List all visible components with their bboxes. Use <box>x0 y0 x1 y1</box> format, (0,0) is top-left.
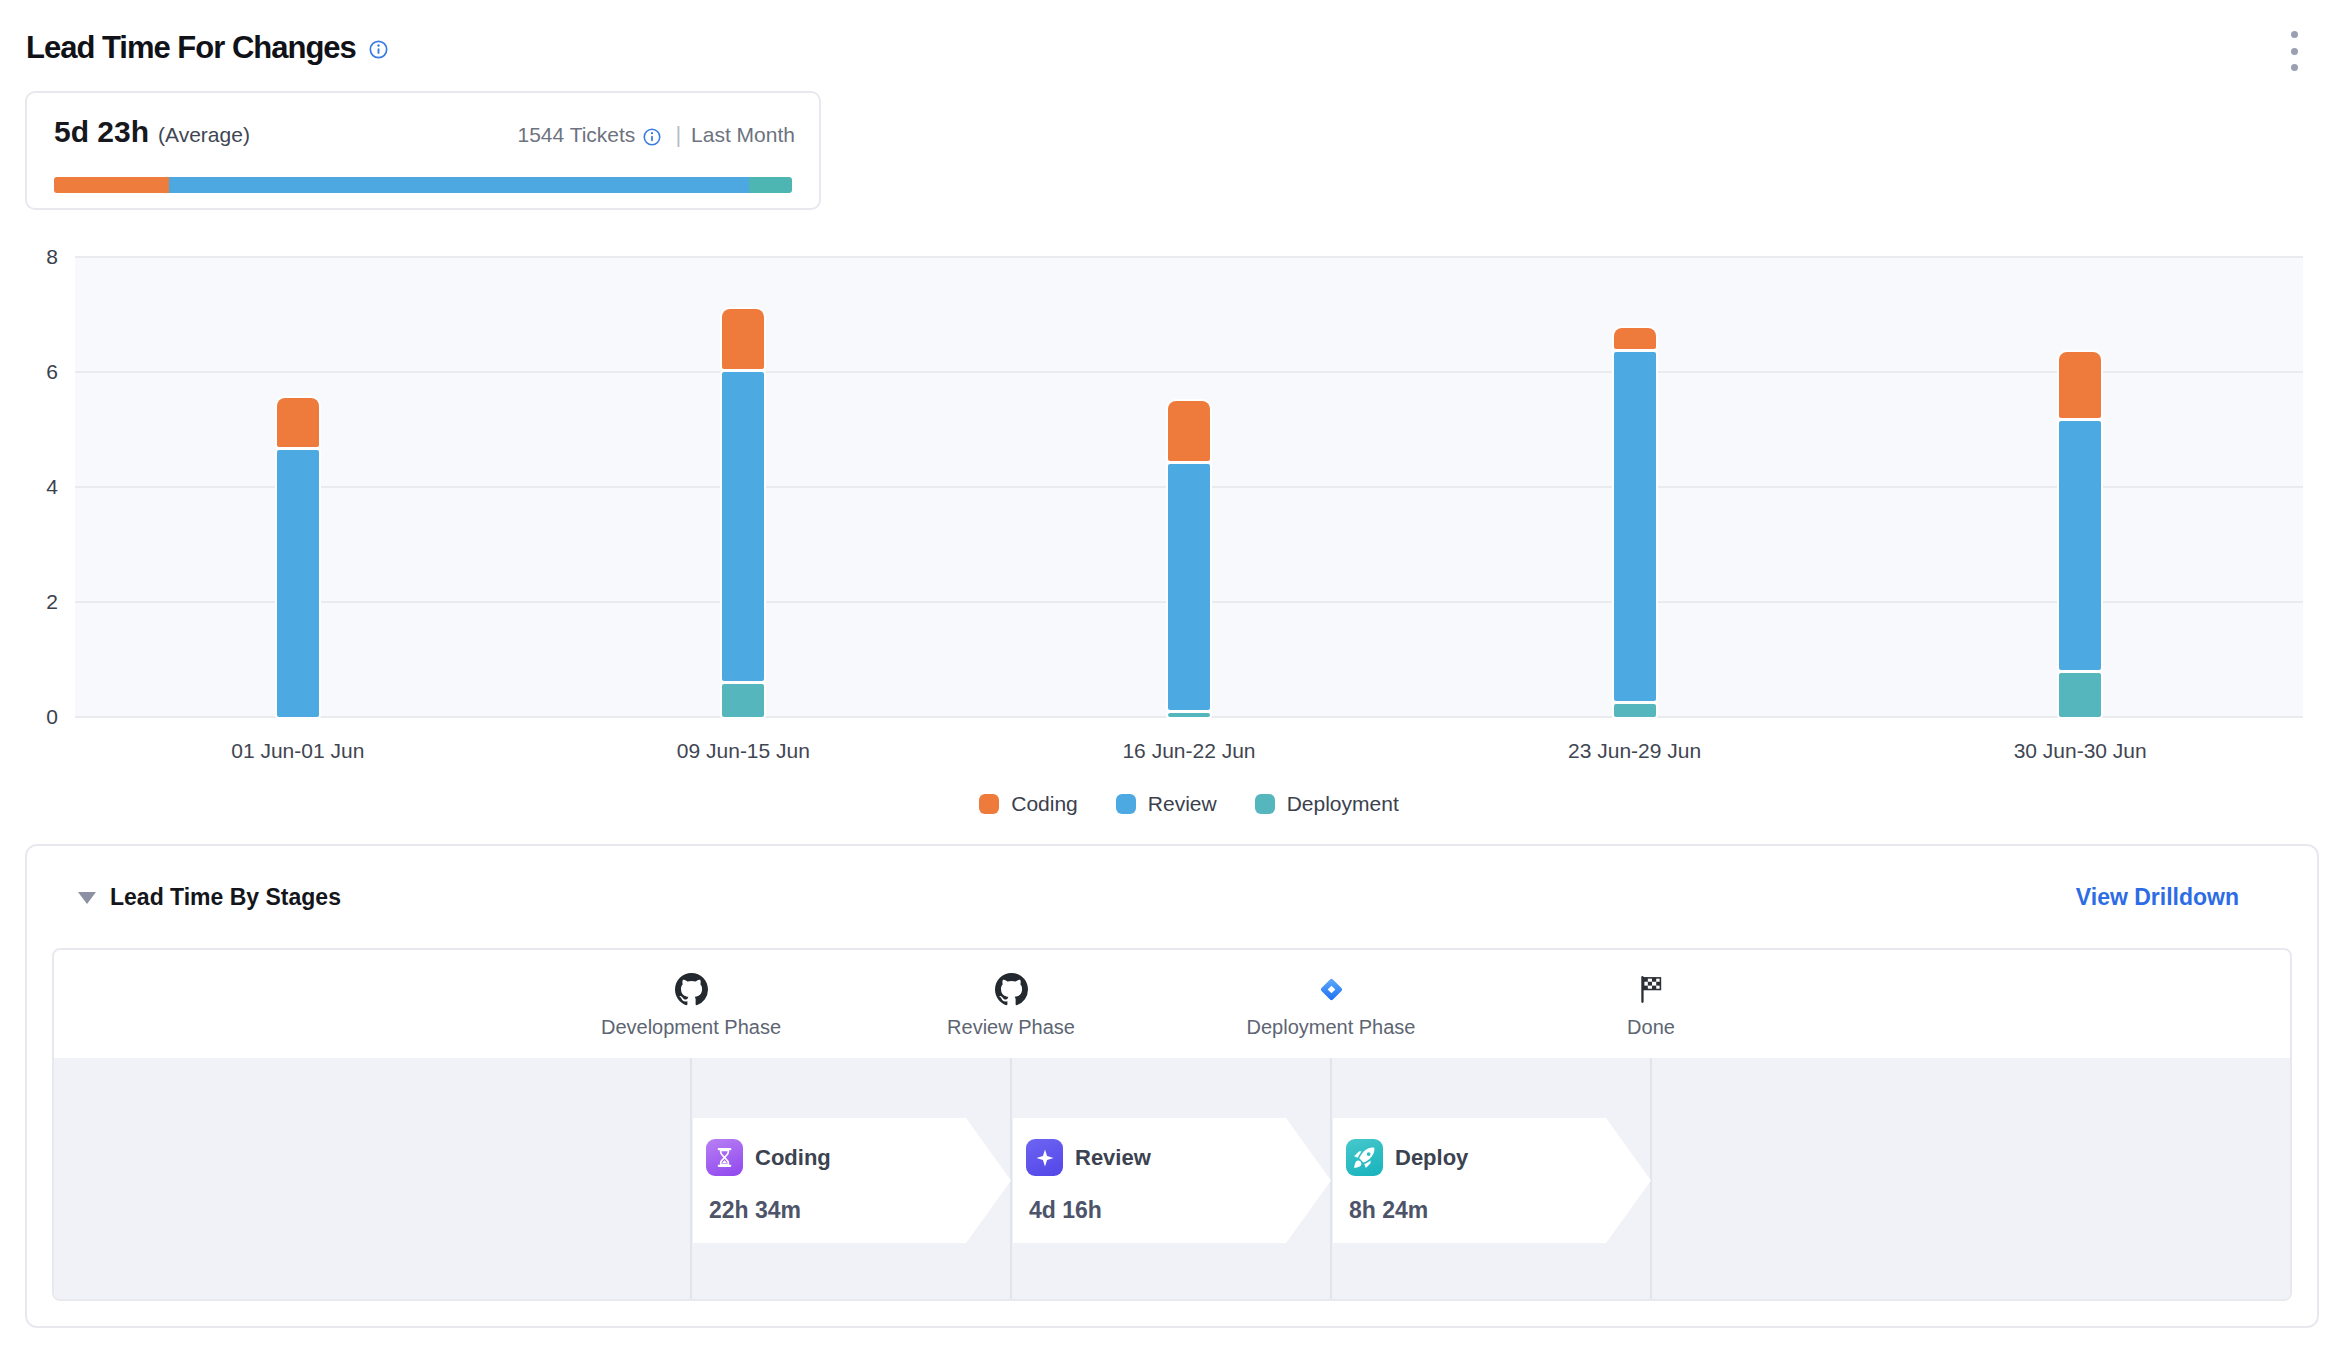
stages-table: Development Phase Review Phase Deployment … <box>52 948 2292 1301</box>
bar-segment-coding <box>277 398 319 446</box>
sparkle-icon <box>1026 1139 1063 1176</box>
legend-item-coding[interactable]: Coding <box>979 792 1078 816</box>
stages-title: Lead Time By Stages <box>110 884 341 911</box>
bar-segment-review <box>277 450 319 717</box>
legend-label: Coding <box>1011 792 1078 816</box>
collapse-caret-icon[interactable] <box>78 892 96 904</box>
milestone-label: Development Phase <box>541 1016 841 1039</box>
page-title: Lead Time For Changes <box>26 30 356 66</box>
bar-16-jun-22-jun[interactable] <box>1168 257 1210 717</box>
column-divider <box>1330 1058 1332 1299</box>
bar-segment-review <box>1614 352 1656 701</box>
column-divider <box>1650 1058 1652 1299</box>
legend-label: Deployment <box>1287 792 1399 816</box>
x-axis-label: 16 Jun-22 Jun <box>1039 739 1339 763</box>
legend-swatch <box>1255 794 1275 814</box>
bar-segment-deployment <box>722 684 764 717</box>
kebab-menu-icon[interactable] <box>2284 31 2304 71</box>
average-label: (Average) <box>158 123 250 147</box>
y-tick-label: 2 <box>18 590 58 614</box>
y-tick-label: 4 <box>18 475 58 499</box>
y-tick-label: 0 <box>18 705 58 729</box>
progress-segment-review <box>169 177 749 193</box>
y-tick-label: 6 <box>18 360 58 384</box>
bar-segment-review <box>1168 464 1210 709</box>
milestone-review-phase: Review Phase <box>861 968 1161 1039</box>
info-icon[interactable] <box>643 128 661 146</box>
milestone-label: Deployment Phase <box>1181 1016 1481 1039</box>
bar-segment-review <box>2059 421 2101 670</box>
legend-swatch <box>1116 794 1136 814</box>
stage-card-review[interactable]: Review 4d 16h <box>1013 1118 1331 1243</box>
average-value: 5d 23h <box>54 115 149 149</box>
y-tick-label: 8 <box>18 245 58 269</box>
stage-duration: 4d 16h <box>1029 1197 1102 1224</box>
bar-segment-deployment <box>1168 713 1210 717</box>
bar-30-jun-30-jun[interactable] <box>2059 257 2101 717</box>
x-axis-label: 30 Jun-30 Jun <box>1930 739 2230 763</box>
x-axis-label: 09 Jun-15 Jun <box>593 739 893 763</box>
view-drilldown-link[interactable]: View Drilldown <box>2076 884 2239 911</box>
bar-segment-deployment <box>1614 704 1656 717</box>
github-icon <box>861 968 1161 1010</box>
summary-card: 5d 23h (Average) 1544 Tickets | Last Mon… <box>25 91 821 210</box>
bar-23-jun-29-jun[interactable] <box>1614 257 1656 717</box>
milestone-development-phase: Development Phase <box>541 968 841 1039</box>
bar-chart-plot-area <box>75 257 2303 717</box>
legend-item-deployment[interactable]: Deployment <box>1255 792 1399 816</box>
stage-name: Coding <box>755 1145 831 1171</box>
milestone-done: Done <box>1501 968 1801 1039</box>
bar-09-jun-15-jun[interactable] <box>722 257 764 717</box>
stage-duration: 8h 24m <box>1349 1197 1428 1224</box>
bar-segment-review <box>722 372 764 681</box>
milestone-deployment-phase: Deployment Phase <box>1181 968 1481 1039</box>
stage-name: Review <box>1075 1145 1151 1171</box>
lead-time-by-stages-panel: Lead Time By Stages View Drilldown Devel… <box>25 844 2319 1328</box>
x-axis-label: 01 Jun-01 Jun <box>148 739 448 763</box>
progress-segment-coding <box>54 177 169 193</box>
bar-segment-deployment <box>2059 673 2101 717</box>
bar-segment-coding <box>1614 328 1656 349</box>
milestone-label: Done <box>1501 1016 1801 1039</box>
period-label: Last Month <box>691 123 795 147</box>
tickets-count: 1544 Tickets <box>517 123 635 147</box>
legend-item-review[interactable]: Review <box>1116 792 1217 816</box>
stage-name: Deploy <box>1395 1145 1468 1171</box>
divider: | <box>675 122 681 148</box>
bar-segment-coding <box>722 309 764 369</box>
column-divider <box>1010 1058 1012 1299</box>
stage-duration: 22h 34m <box>709 1197 801 1224</box>
stage-card-deploy[interactable]: Deploy 8h 24m <box>1333 1118 1651 1243</box>
stage-card-coding[interactable]: Coding 22h 34m <box>693 1118 1011 1243</box>
chart-legend: Coding Review Deployment <box>75 792 2303 816</box>
bar-segment-coding <box>2059 352 2101 418</box>
milestone-label: Review Phase <box>861 1016 1161 1039</box>
flag-icon <box>1501 968 1801 1010</box>
x-axis-label: 23 Jun-29 Jun <box>1485 739 1785 763</box>
lead-time-progress-bar <box>54 177 792 193</box>
diamond-icon <box>1181 968 1481 1010</box>
progress-segment-deployment <box>749 177 792 193</box>
legend-swatch <box>979 794 999 814</box>
github-icon <box>541 968 841 1010</box>
bar-segment-coding <box>1168 401 1210 461</box>
rocket-icon <box>1346 1139 1383 1176</box>
hourglass-icon <box>706 1139 743 1176</box>
info-icon[interactable] <box>369 40 388 59</box>
column-divider <box>690 1058 692 1299</box>
bar-01-jun-01-jun[interactable] <box>277 257 319 717</box>
stages-table-body: Coding 22h 34m Review 4d 16h Deploy 8h 24m <box>54 1058 2290 1299</box>
legend-label: Review <box>1148 792 1217 816</box>
